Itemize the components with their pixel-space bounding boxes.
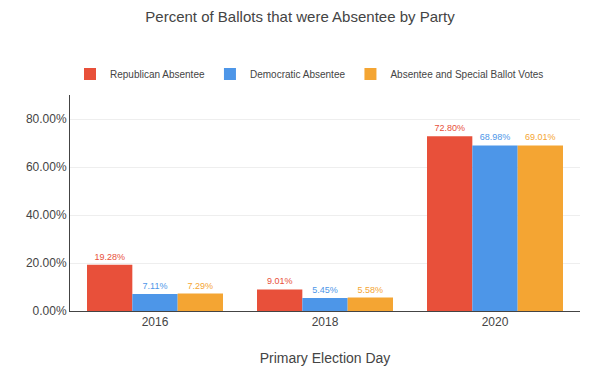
- svg-text:2016: 2016: [142, 315, 169, 329]
- svg-text:69.01%: 69.01%: [525, 132, 556, 142]
- svg-text:Percent of Ballots that were A: Percent of Ballots that were Absentee by…: [145, 8, 455, 25]
- svg-text:Republican Absentee: Republican Absentee: [110, 69, 205, 80]
- svg-text:68.98%: 68.98%: [480, 132, 511, 142]
- svg-text:Absentee and Special Ballot Vo: Absentee and Special Ballot Votes: [390, 69, 543, 80]
- svg-text:72.80%: 72.80%: [434, 123, 465, 133]
- svg-text:19.28%: 19.28%: [94, 252, 125, 262]
- svg-text:9.01%: 9.01%: [267, 276, 293, 286]
- svg-text:7.11%: 7.11%: [143, 281, 168, 291]
- svg-text:40.00%: 40.00%: [26, 208, 67, 222]
- svg-text:0.00%: 0.00%: [33, 304, 67, 318]
- svg-text:Democratic Absentee: Democratic Absentee: [250, 69, 345, 80]
- svg-text:2020: 2020: [482, 315, 509, 329]
- svg-text:60.00%: 60.00%: [26, 160, 67, 174]
- svg-text:5.45%: 5.45%: [312, 285, 338, 295]
- svg-text:80.00%: 80.00%: [26, 112, 67, 126]
- svg-text:5.58%: 5.58%: [358, 285, 384, 295]
- svg-text:20.00%: 20.00%: [26, 256, 67, 270]
- svg-text:7.29%: 7.29%: [188, 281, 214, 291]
- svg-text:Primary Election Day: Primary Election Day: [260, 350, 391, 366]
- svg-text:2018: 2018: [312, 315, 339, 329]
